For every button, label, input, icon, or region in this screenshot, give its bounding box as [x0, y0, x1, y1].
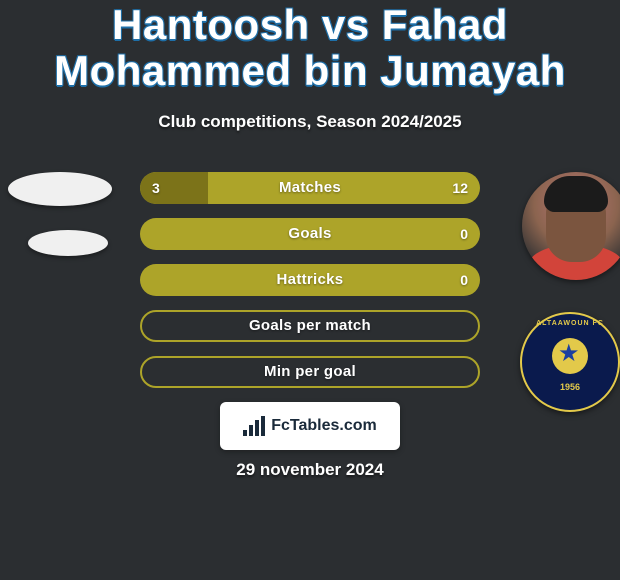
stat-row-matches: 3 Matches 12 [140, 172, 480, 204]
stat-right-hattricks: 0 [460, 264, 468, 296]
footer-logo-text: FcTables.com [271, 417, 377, 435]
club-badge-year: 1956 [522, 382, 618, 392]
stat-label-gpm: Goals per match [142, 312, 478, 340]
player-1-avatar-bottom [28, 230, 108, 256]
stat-right-matches: 12 [452, 172, 468, 204]
club-badge-top-text: ALTAAWOUN FC [522, 320, 618, 327]
footer-logo-icon [243, 416, 265, 436]
stat-row-gpm: Goals per match [140, 310, 480, 342]
player-2-club-badge: ALTAAWOUN FC ★ 1956 [520, 312, 620, 412]
stat-label-goals: Goals [140, 218, 480, 250]
stat-row-mpg: Min per goal [140, 356, 480, 388]
subtitle: Club competitions, Season 2024/2025 [0, 112, 620, 132]
stat-label-mpg: Min per goal [142, 358, 478, 386]
footer-date: 29 november 2024 [0, 460, 620, 480]
stat-label-hattricks: Hattricks [140, 264, 480, 296]
stats-area: 3 Matches 12 Goals 0 Hattricks 0 Goals p… [140, 172, 480, 402]
player-1-avatar-top [8, 172, 112, 206]
stat-row-hattricks: Hattricks 0 [140, 264, 480, 296]
stat-label-matches: Matches [140, 172, 480, 204]
footer-logo: FcTables.com [220, 402, 400, 450]
player-2-avatar [522, 172, 620, 280]
stat-right-goals: 0 [460, 218, 468, 250]
stat-row-goals: Goals 0 [140, 218, 480, 250]
page-title: Hantoosh vs Fahad Mohammed bin Jumayah [0, 0, 620, 94]
